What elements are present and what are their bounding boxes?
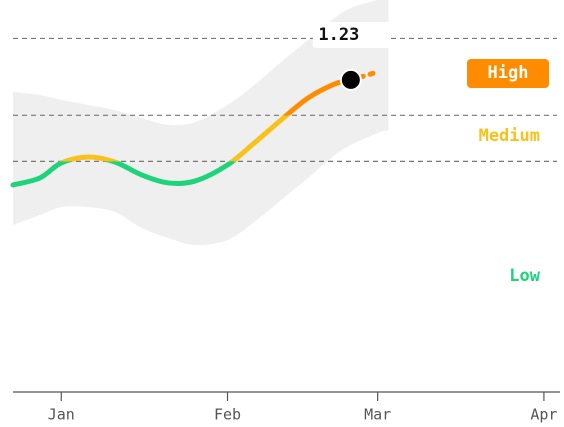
level-label: Medium bbox=[479, 126, 540, 146]
uncertainty-band bbox=[13, 0, 389, 246]
x-tick-label: Apr bbox=[530, 406, 557, 424]
x-tick-label: Jan bbox=[48, 406, 75, 424]
level-label: High bbox=[488, 63, 529, 83]
current-point bbox=[339, 68, 362, 91]
value-label: 1.23 bbox=[318, 25, 359, 45]
level-badge bbox=[467, 59, 549, 88]
trend-line bbox=[10, 161, 237, 188]
level-label: Low bbox=[509, 266, 540, 286]
trend-line bbox=[282, 77, 354, 116]
value-label-box bbox=[312, 22, 391, 48]
x-tick-label: Mar bbox=[364, 406, 391, 424]
x-tick-label: Feb bbox=[214, 406, 241, 424]
